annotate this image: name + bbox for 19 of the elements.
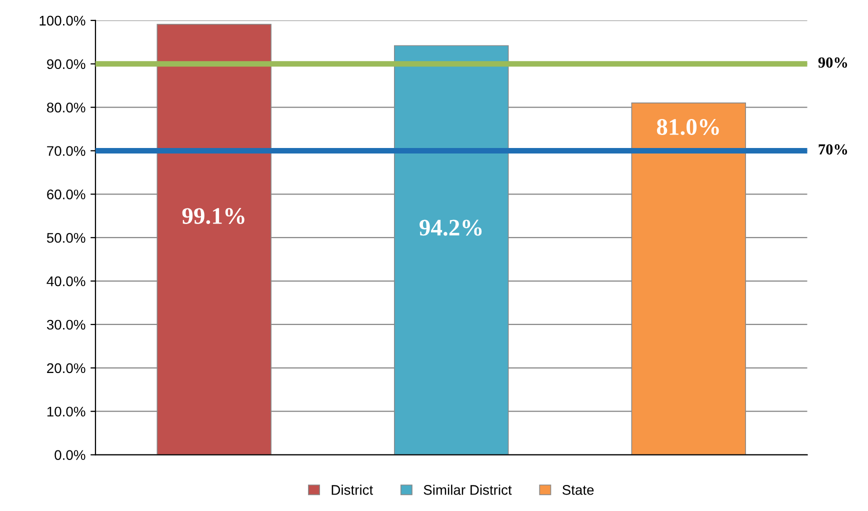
y-tick-label: 10.0% [47,406,86,417]
data-label: 99.1% [182,208,244,224]
y-tick-label: 90.0% [47,59,86,70]
y-tick-label: 40.0% [46,276,86,286]
data-label: 81.0% [656,119,719,136]
y-tick-label: 20.0% [47,363,86,374]
ref-line-label: 70% [818,144,848,155]
legend-label: State [562,485,594,495]
y-tick-label: 50.0% [46,232,86,243]
y-tick-label: 60.0% [47,190,86,200]
y-tick-label: 70.0% [47,146,86,156]
legend-label: Similar District [424,484,512,495]
y-tick-label: 30.0% [46,320,86,330]
y-tick-label: 100.0% [40,16,86,26]
y-tick-label: 80.0% [46,102,86,112]
y-tick-label: 0.0% [54,450,86,460]
legend-label: District [332,484,374,495]
data-label: 94.2% [420,220,482,236]
ref-line-label: 90% [818,57,848,68]
